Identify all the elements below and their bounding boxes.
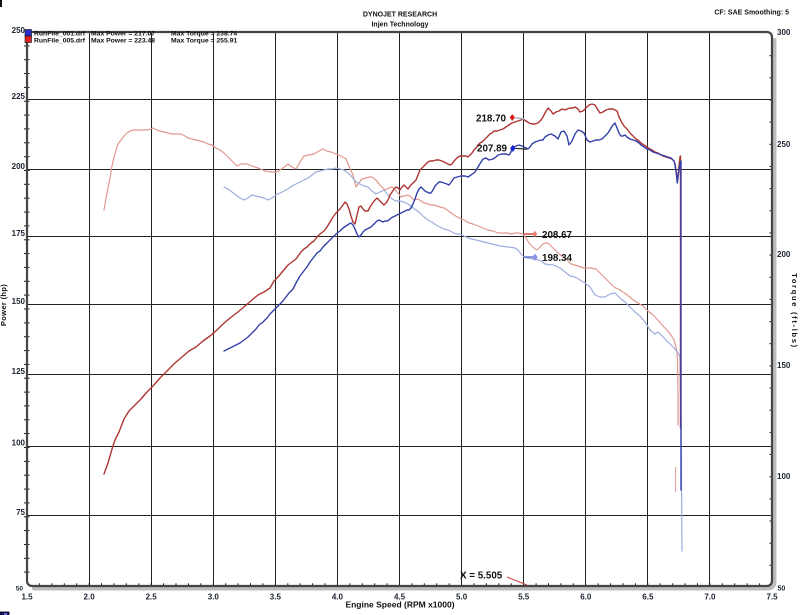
svg-text:4.5: 4.5	[394, 593, 406, 602]
svg-text:200: 200	[777, 250, 791, 259]
svg-text:198.34: 198.34	[542, 253, 573, 264]
svg-text:3.5: 3.5	[270, 593, 282, 602]
svg-text:50: 50	[16, 586, 24, 593]
svg-text:RunFile_001.drf: RunFile_001.drf	[34, 31, 86, 38]
svg-text:207.89: 207.89	[477, 144, 508, 155]
svg-text:2.5: 2.5	[146, 593, 158, 602]
svg-text:Max Torque = 238.74: Max Torque = 238.74	[171, 31, 237, 38]
svg-text:4.0: 4.0	[332, 593, 344, 602]
svg-text:100: 100	[777, 472, 791, 481]
svg-text:150: 150	[12, 297, 26, 306]
svg-text:Max Torque = 255.91: Max Torque = 255.91	[171, 38, 237, 45]
svg-text:X = 5.505: X = 5.505	[460, 571, 503, 582]
svg-text:175: 175	[12, 229, 26, 238]
svg-text:50: 50	[778, 586, 786, 593]
svg-text:6.5: 6.5	[642, 593, 654, 602]
svg-text:1.5: 1.5	[21, 593, 33, 602]
svg-text:100: 100	[12, 439, 26, 448]
svg-text:7.5: 7.5	[766, 593, 778, 602]
svg-text:Power (hp): Power (hp)	[0, 284, 8, 326]
svg-text:RunFile_005.drf: RunFile_005.drf	[34, 38, 86, 45]
svg-text:Engine Speed (RPM x1000): Engine Speed (RPM x1000)	[345, 600, 454, 610]
svg-text:250: 250	[12, 26, 26, 35]
svg-text:5.5: 5.5	[518, 593, 530, 602]
svg-text:CF: SAE Smoothing: 5: CF: SAE Smoothing: 5	[714, 10, 789, 17]
svg-text:75: 75	[16, 508, 25, 517]
svg-text:Max Power = 223.48: Max Power = 223.48	[91, 38, 155, 45]
svg-text:5.0: 5.0	[456, 593, 468, 602]
svg-text:218.70: 218.70	[476, 114, 507, 125]
svg-text:125: 125	[12, 367, 26, 376]
svg-text:6.0: 6.0	[580, 593, 592, 602]
svg-text:208.67: 208.67	[542, 230, 573, 241]
svg-text:200: 200	[12, 162, 26, 171]
svg-text:DYNOJET RESEARCH: DYNOJET RESEARCH	[363, 12, 437, 19]
svg-text:7.0: 7.0	[704, 593, 716, 602]
svg-text:Max Power = 217.07: Max Power = 217.07	[91, 31, 155, 38]
svg-text:Torque (ft-lbs): Torque (ft-lbs)	[790, 273, 799, 349]
svg-text:300: 300	[777, 28, 791, 37]
svg-text:225: 225	[12, 92, 26, 101]
svg-text:150: 150	[777, 361, 791, 370]
svg-text:250: 250	[777, 140, 791, 149]
svg-text:2.0: 2.0	[84, 593, 96, 602]
svg-text:Injen Technology: Injen Technology	[371, 22, 428, 29]
svg-text:3.0: 3.0	[208, 593, 220, 602]
